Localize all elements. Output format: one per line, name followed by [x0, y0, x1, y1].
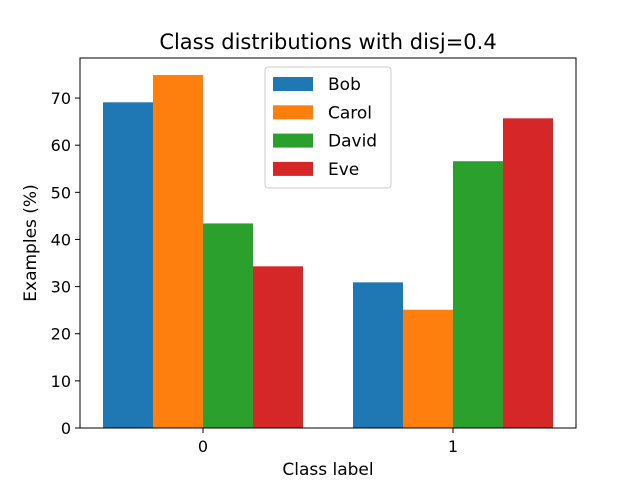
bars-group — [103, 74, 553, 429]
y-axis-label: Examples (%) — [21, 184, 41, 301]
y-tick-label: 10 — [51, 372, 71, 391]
bar-david-class-1 — [453, 161, 503, 428]
legend-frame — [264, 66, 392, 189]
y-tick-label: 50 — [51, 183, 71, 202]
legend-swatch-carol — [273, 105, 313, 120]
chart-title: Class distributions with disj=0.4 — [159, 30, 496, 54]
legend-label-bob: Bob — [328, 75, 361, 95]
legend-label-carol: Carol — [328, 103, 372, 123]
legend-label-david: David — [328, 132, 377, 152]
bar-carol-class-1 — [403, 309, 453, 428]
plot-frame — [79, 57, 577, 429]
y-tick-label: 40 — [51, 230, 71, 249]
legend-label-eve: Eve — [328, 160, 359, 180]
legend-swatch-bob — [273, 77, 313, 91]
y-tick-label: 0 — [61, 419, 71, 438]
y-axis-ticks: 0 10 20 30 40 50 60 70 — [51, 89, 80, 438]
y-tick-label: 20 — [51, 325, 71, 344]
bar-carol-class-0 — [153, 74, 203, 429]
bar-eve-class-0 — [253, 266, 303, 428]
legend-swatch-david — [273, 133, 313, 148]
bar-eve-class-1 — [503, 118, 553, 428]
x-tick-label: 0 — [198, 437, 208, 456]
y-tick-label: 30 — [51, 278, 71, 297]
x-tick-label: 1 — [448, 437, 458, 456]
legend: Bob Carol David Eve — [264, 66, 392, 189]
y-tick-label: 70 — [51, 89, 71, 108]
bar-david-class-0 — [203, 223, 253, 428]
y-tick-label: 60 — [51, 136, 71, 155]
bar-bob-class-0 — [103, 102, 153, 429]
legend-swatch-eve — [273, 161, 313, 176]
bar-bob-class-1 — [353, 282, 403, 428]
x-axis-label: Class label — [282, 460, 373, 480]
